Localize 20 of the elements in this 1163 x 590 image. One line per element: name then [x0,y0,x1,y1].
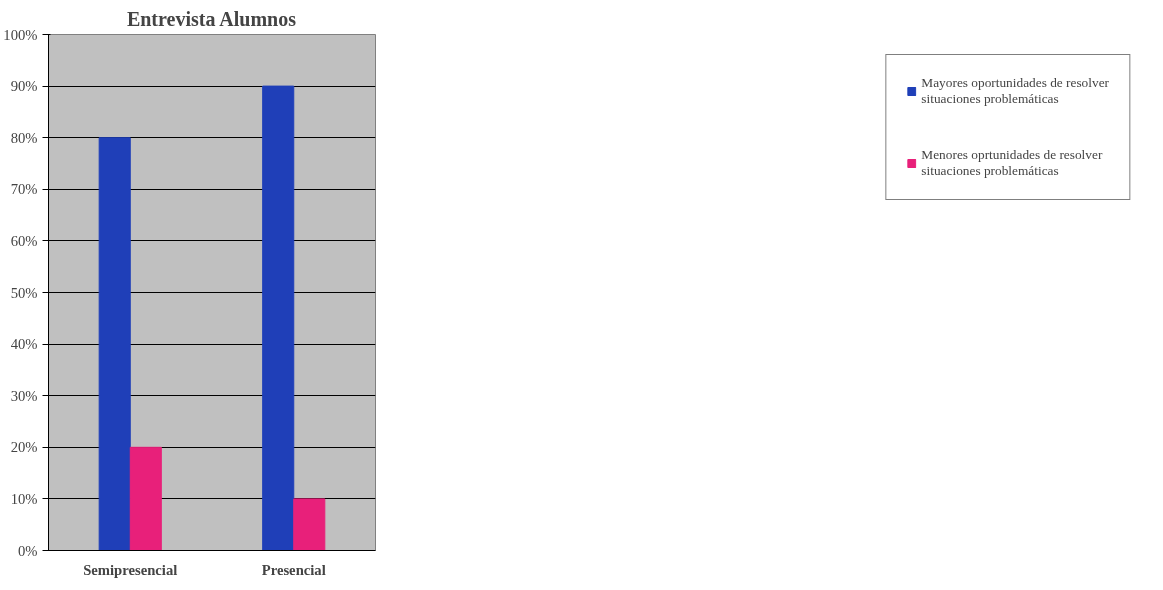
bar [98,137,131,551]
bar [262,85,295,551]
y-tick-label: 60% [10,232,38,249]
bar [293,498,326,551]
x-tick-label: Semipresencial [83,561,178,578]
y-tick-label: 70% [10,181,38,198]
legend-label: Mayores oportunidades de resolver situaciones problemáticas [921,75,1109,107]
y-tick-label: 80% [10,129,38,146]
y-tick-label: 90% [10,78,38,95]
y-tick-label: 50% [10,284,38,301]
y-tick-label: 20% [10,439,38,456]
y-tick-label: 10% [10,490,38,507]
chart-title: Entrevista Alumnos [126,7,297,30]
y-tick-label: 100% [3,26,38,43]
y-tick-label: 40% [10,336,38,353]
legend-label: Menores oprtunidades de resolver situaciones problemáticas [921,147,1103,179]
y-tick-label: 30% [10,387,38,404]
bar [129,446,162,551]
y-tick-label: 0% [17,542,38,559]
x-tick-label: Presencial [261,561,326,578]
